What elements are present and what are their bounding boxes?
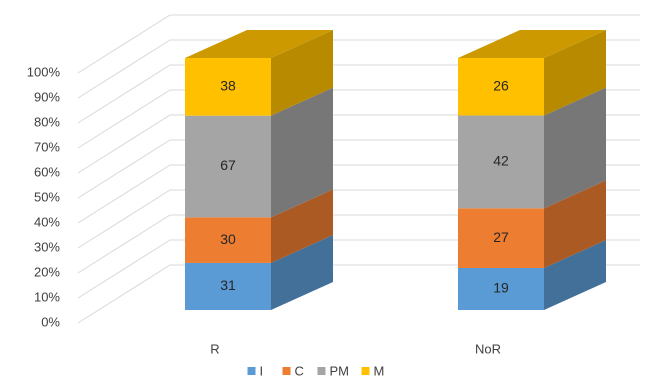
- data-label: 30: [220, 231, 236, 247]
- bar-side: [544, 240, 606, 310]
- y-tick-label: 20%: [34, 264, 60, 279]
- legend-swatch: [282, 367, 291, 375]
- legend-swatch: [247, 367, 256, 375]
- bar-top: [458, 30, 606, 58]
- bar-side: [271, 234, 333, 310]
- data-label: 26: [493, 77, 509, 93]
- bar: [185, 217, 271, 263]
- bar: [185, 58, 271, 116]
- bar: [458, 58, 544, 116]
- data-label: 27: [493, 229, 509, 245]
- data-label: 19: [493, 280, 509, 296]
- bar: [458, 115, 544, 209]
- bar-side: [271, 30, 333, 116]
- bar: [458, 268, 544, 310]
- legend-label: M: [374, 363, 385, 378]
- y-tick-label: 10%: [34, 289, 60, 304]
- bar-side: [544, 30, 606, 116]
- y-tick-label: 30%: [34, 239, 60, 254]
- bar: [458, 208, 544, 268]
- y-tick-label: 40%: [34, 214, 60, 229]
- y-tick-label: 60%: [34, 164, 60, 179]
- y-tick-label: 100%: [27, 64, 61, 79]
- bar-side: [271, 189, 333, 263]
- bar-top: [185, 30, 333, 58]
- x-tick-label: NoR: [475, 341, 501, 356]
- legend-label: I: [260, 363, 264, 378]
- y-tick-label: 50%: [34, 189, 60, 204]
- bar: [185, 115, 271, 218]
- legend-label: PM: [330, 363, 350, 378]
- data-label: 42: [493, 153, 509, 169]
- data-label: 31: [220, 277, 236, 293]
- legend-swatch: [317, 367, 326, 375]
- y-tick-label: 70%: [34, 139, 60, 154]
- data-label: 38: [220, 78, 236, 94]
- data-label: 67: [220, 157, 236, 173]
- bar-side: [544, 180, 606, 268]
- legend-label: C: [295, 363, 304, 378]
- bar-side: [271, 87, 333, 218]
- legend-swatch: [361, 367, 370, 375]
- y-tick-label: 80%: [34, 114, 60, 129]
- y-tick-label: 90%: [34, 89, 60, 104]
- grid-line: [77, 39, 640, 99]
- grid-line: [77, 14, 640, 74]
- bar: [185, 262, 271, 310]
- bar-side: [544, 87, 606, 209]
- x-tick-label: R: [210, 341, 219, 356]
- y-tick-label: 0%: [41, 314, 60, 329]
